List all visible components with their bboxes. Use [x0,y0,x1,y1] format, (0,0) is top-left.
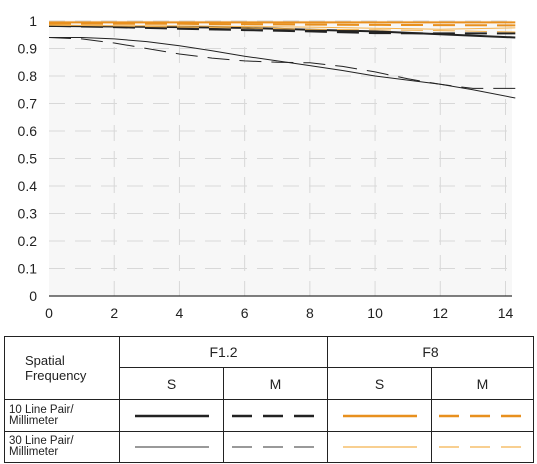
y-tick-label: 0.8 [18,68,38,84]
legend-row-10lp: 10 Line Pair/ Millimeter [4,399,535,432]
sagittal-header-f8: S [327,367,433,400]
row-label-30lp-line1: 30 Line Pair/ [9,435,74,447]
legend-swatch-f12-s-30lp [134,446,209,448]
legend-row-30lp: 30 Line Pair/ Millimeter [4,431,535,463]
y-tick-label: 0.9 [18,41,38,57]
legend-table: Spatial Frequency F1.2 F8 S M S M 10 Lin… [4,336,535,463]
spatial-frequency-label: Spatial Frequency [4,336,120,400]
plot-background [49,20,512,296]
y-tick-label: 0.6 [18,123,38,139]
grid-lines [49,20,512,296]
y-tick-label: 0.2 [18,233,38,249]
x-tick-label: 14 [498,305,514,321]
legend-swatch-f12-s-10lp [134,414,209,417]
legend-swatch-f8-s-30lp [342,446,417,448]
series-line [48,24,516,33]
aperture-f12-header: F1.2 [118,336,329,368]
x-tick-label: 0 [45,305,53,321]
series-line [48,24,516,35]
y-tick-label: 0.5 [18,151,38,167]
row-label-10lp-line1: 10 Line Pair/ [9,403,74,416]
legend-swatch-f12-m-30lp [231,446,320,448]
y-tick-label: 1 [29,13,37,29]
series-line [48,37,516,89]
series-lines [48,21,516,99]
legend-swatch-f12-m-10lp [231,414,320,417]
row-label-10lp: 10 Line Pair/ Millimeter [4,399,120,432]
row-label-10lp-line2: Millimeter [9,414,59,427]
y-tick-label: 0 [29,288,37,304]
y-tick-label: 0.7 [18,96,38,112]
x-tick-label: 2 [110,305,118,321]
series-line [49,22,516,27]
meridional-header-f12: M [222,367,329,400]
mtf-chart: 0 0.1 0.2 0.3 0.4 0.5 0.6 0.7 0.8 0.9 1 0 2 4 6 8 10 12 1… [18,13,516,321]
legend-header-row: Spatial Frequency F1.2 F8 [4,336,535,400]
series-line [49,37,516,99]
x-tick-label: 4 [176,305,184,321]
x-tick-label: 8 [306,305,314,321]
y-tick-label: 0.1 [18,261,38,277]
x-tick-label: 6 [241,305,249,321]
legend-swatch-f8-m-10lp [438,414,527,417]
legend-swatch-f8-s-10lp [342,414,417,417]
meridional-header-f8: M [431,367,535,400]
y-tick-label: 0.3 [18,206,38,222]
y-tick-labels: 0 0.1 0.2 0.3 0.4 0.5 0.6 0.7 0.8 0.9 1 [18,13,38,304]
x-tick-label: 10 [367,305,383,321]
spatial-frequency-line1: Spatial [25,353,65,368]
row-label-30lp: 30 Line Pair/ Millimeter [4,431,120,463]
x-tick-labels: 0 2 4 6 8 10 12 14 [45,305,513,321]
aperture-f8-header: F8 [327,336,535,368]
row-label-30lp-line2: Millimeter [9,446,59,458]
legend-swatch-f8-m-30lp [438,446,527,448]
spatial-frequency-line2: Frequency [25,368,87,383]
x-tick-label: 12 [432,305,448,321]
sagittal-header-f12: S [119,367,224,400]
y-tick-label: 0.4 [18,178,38,194]
